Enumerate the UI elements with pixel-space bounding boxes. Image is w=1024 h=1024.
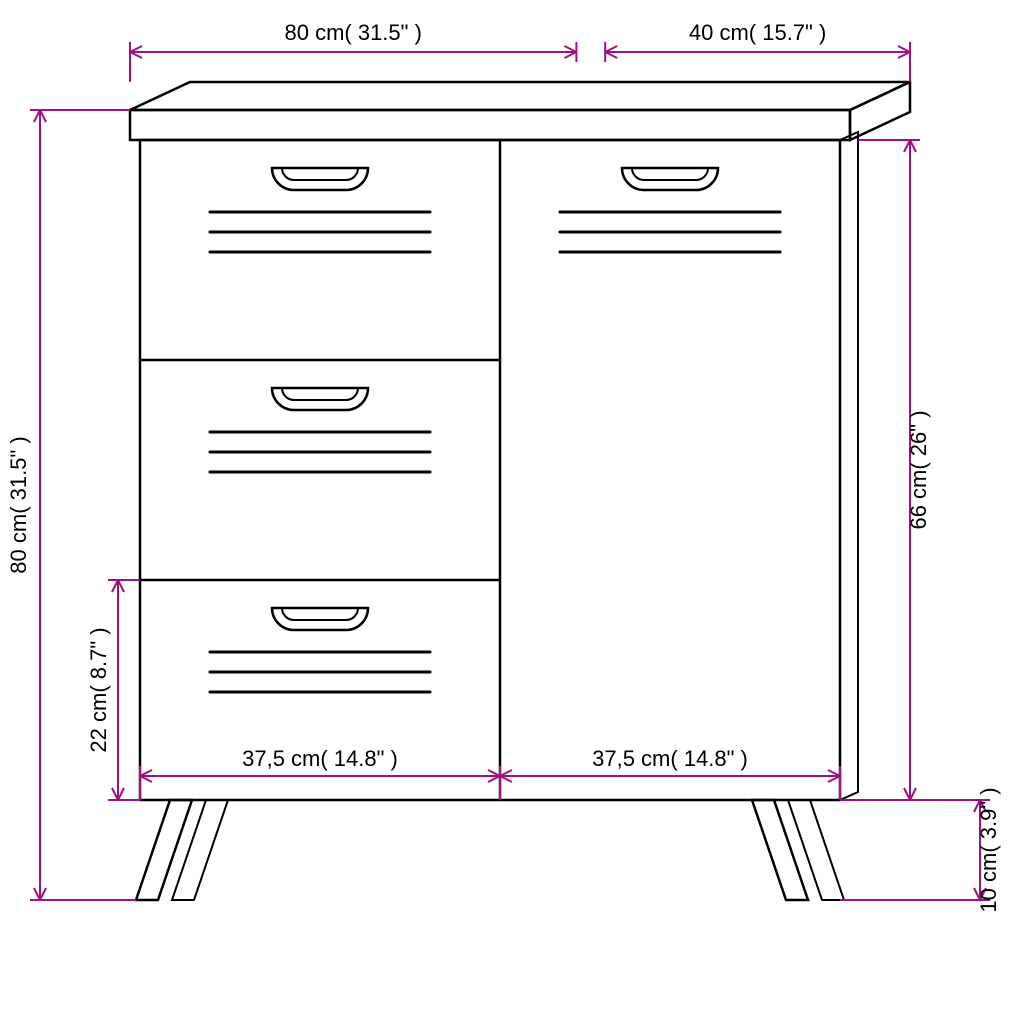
svg-text:80 cm( 31.5" ): 80 cm( 31.5" ) <box>6 436 31 573</box>
svg-text:40 cm( 15.7" ): 40 cm( 15.7" ) <box>689 20 826 45</box>
svg-text:66 cm( 26" ): 66 cm( 26" ) <box>906 410 931 529</box>
svg-text:22 cm( 8.7" ): 22 cm( 8.7" ) <box>86 627 111 752</box>
svg-text:80 cm( 31.5" ): 80 cm( 31.5" ) <box>284 20 421 45</box>
svg-text:37,5 cm( 14.8" ): 37,5 cm( 14.8" ) <box>242 746 398 771</box>
svg-text:10 cm( 3.9" ): 10 cm( 3.9" ) <box>976 787 1001 912</box>
svg-text:37,5 cm( 14.8" ): 37,5 cm( 14.8" ) <box>592 746 748 771</box>
